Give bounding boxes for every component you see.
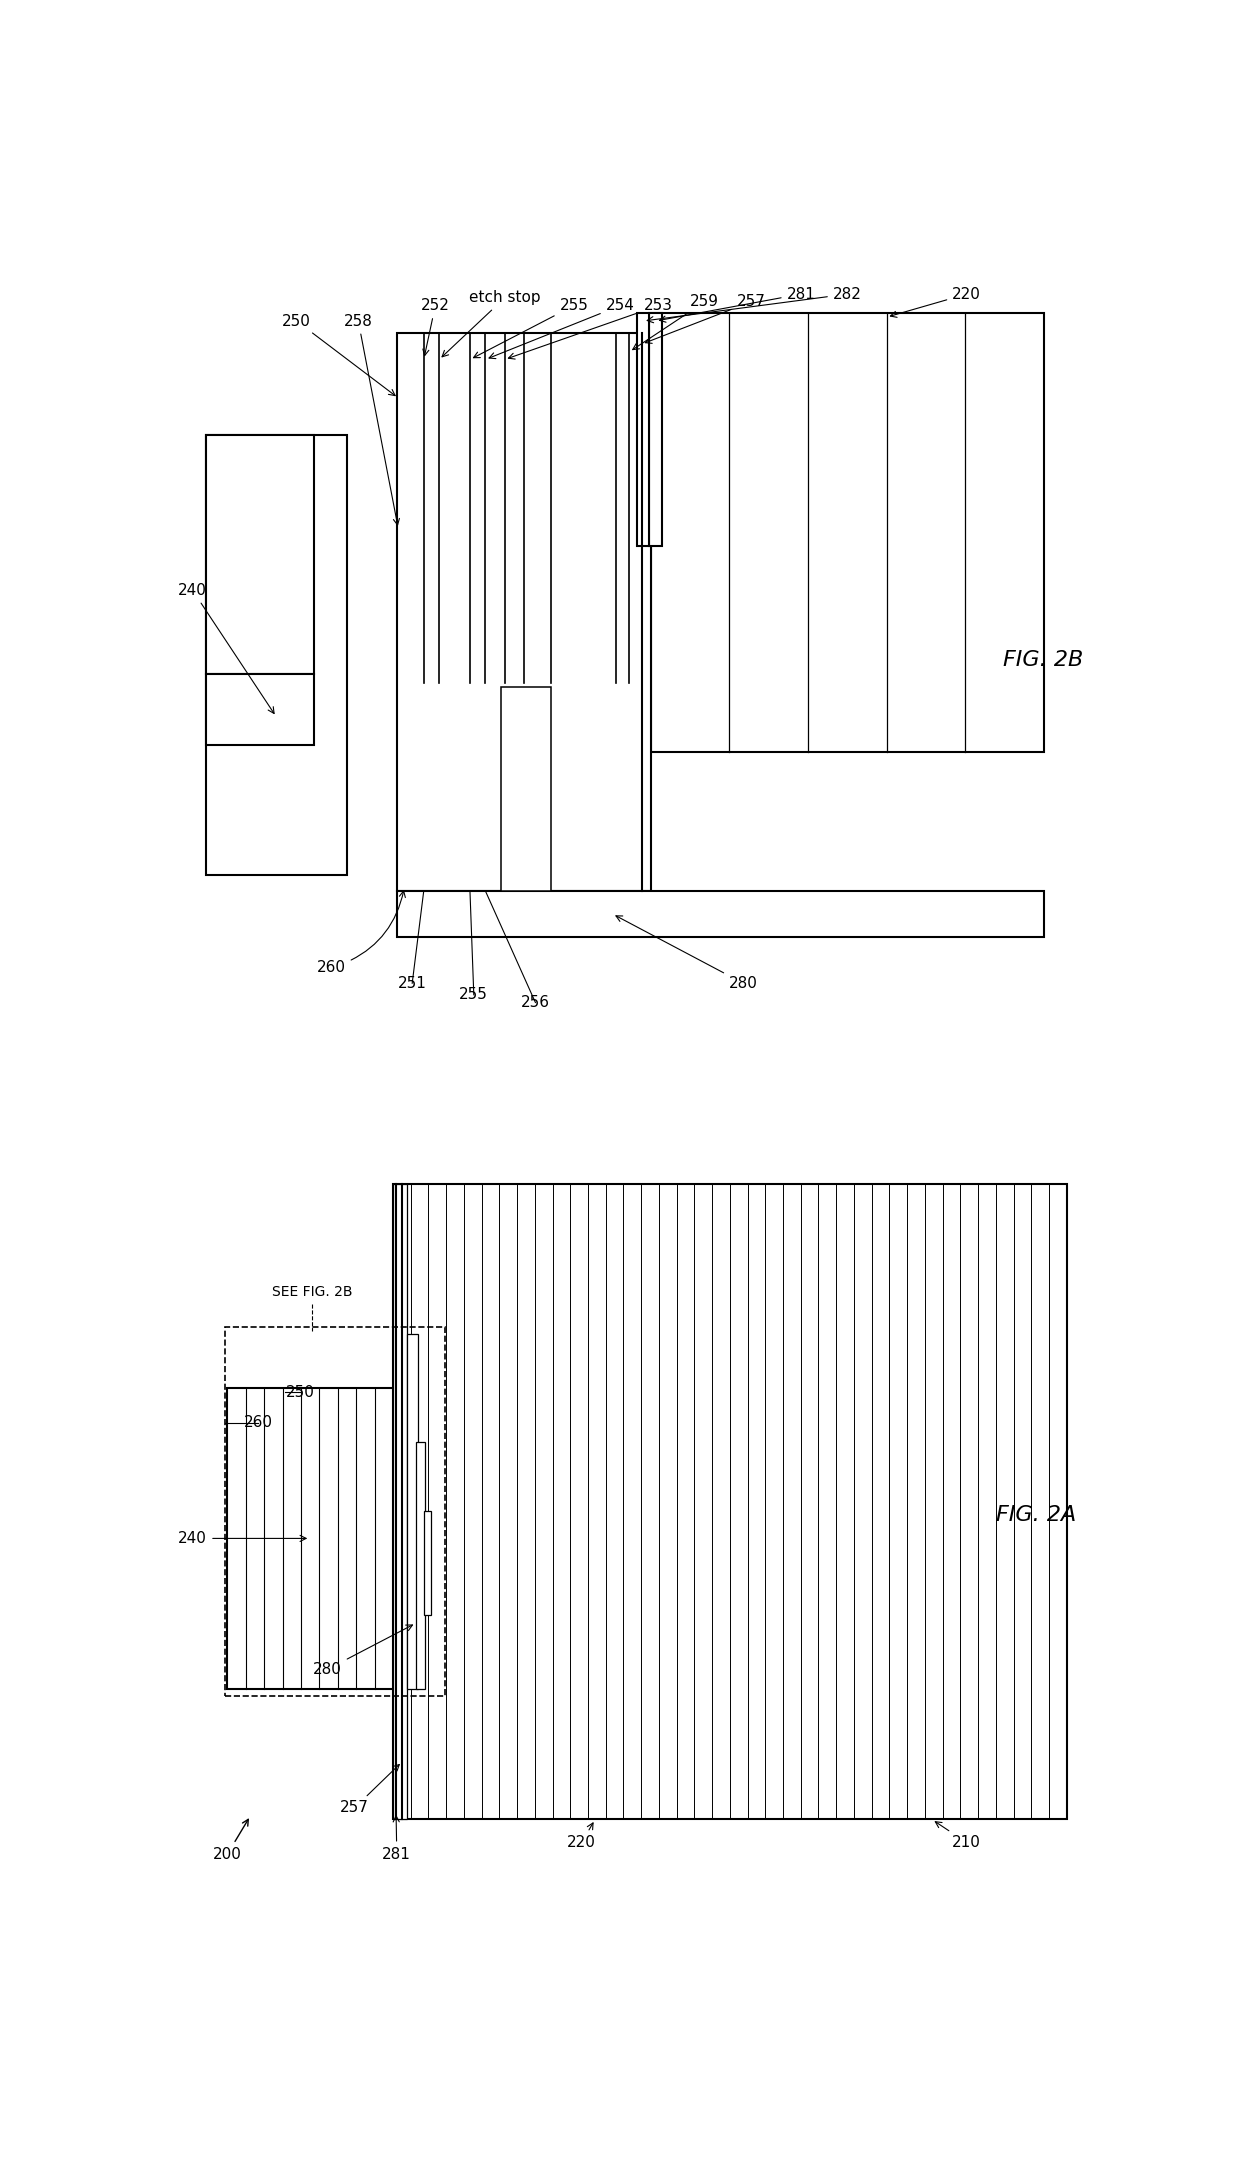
Text: 259: 259: [632, 294, 719, 350]
Bar: [226, 1327, 444, 1697]
Bar: [417, 1442, 425, 1689]
Text: 251: 251: [398, 975, 427, 990]
Bar: [424, 1511, 432, 1615]
Text: etch stop: etch stop: [443, 290, 541, 357]
Text: 260: 260: [317, 891, 405, 975]
Text: 220: 220: [890, 288, 981, 318]
Text: 240: 240: [179, 1531, 306, 1546]
Text: 280: 280: [616, 917, 758, 990]
Text: 257: 257: [340, 1764, 399, 1816]
Text: 280: 280: [312, 1626, 413, 1678]
Text: 281: 281: [382, 1816, 412, 1861]
Text: 255: 255: [474, 298, 588, 357]
Bar: [397, 333, 651, 891]
Text: 253: 253: [508, 298, 673, 359]
Text: 252: 252: [420, 298, 450, 355]
Text: 254: 254: [489, 298, 635, 359]
Bar: [397, 891, 1044, 936]
Text: 250: 250: [286, 1384, 315, 1399]
Text: SEE FIG. 2B: SEE FIG. 2B: [272, 1284, 352, 1299]
Bar: [651, 313, 1044, 752]
Bar: [206, 435, 314, 675]
Text: 220: 220: [567, 1823, 596, 1851]
Text: 257: 257: [645, 294, 765, 344]
Text: 282: 282: [647, 288, 862, 322]
Bar: [501, 688, 551, 891]
Text: 258: 258: [343, 313, 399, 525]
Bar: [206, 675, 314, 744]
Bar: [206, 435, 347, 876]
Text: 200: 200: [213, 1820, 248, 1861]
Text: 250: 250: [283, 313, 396, 396]
Text: 260: 260: [244, 1416, 273, 1431]
Text: FIG. 2A: FIG. 2A: [996, 1505, 1076, 1526]
Text: 255: 255: [459, 988, 489, 1003]
Bar: [407, 1334, 418, 1689]
Text: 256: 256: [521, 995, 549, 1010]
Bar: [650, 313, 662, 547]
Bar: [637, 313, 650, 547]
Text: 240: 240: [179, 584, 274, 713]
Bar: [227, 1388, 393, 1689]
Text: 210: 210: [935, 1823, 981, 1851]
Bar: [393, 1185, 1066, 1820]
Text: 281: 281: [660, 288, 816, 322]
Text: FIG. 2B: FIG. 2B: [1003, 651, 1084, 670]
Bar: [393, 1185, 407, 1820]
